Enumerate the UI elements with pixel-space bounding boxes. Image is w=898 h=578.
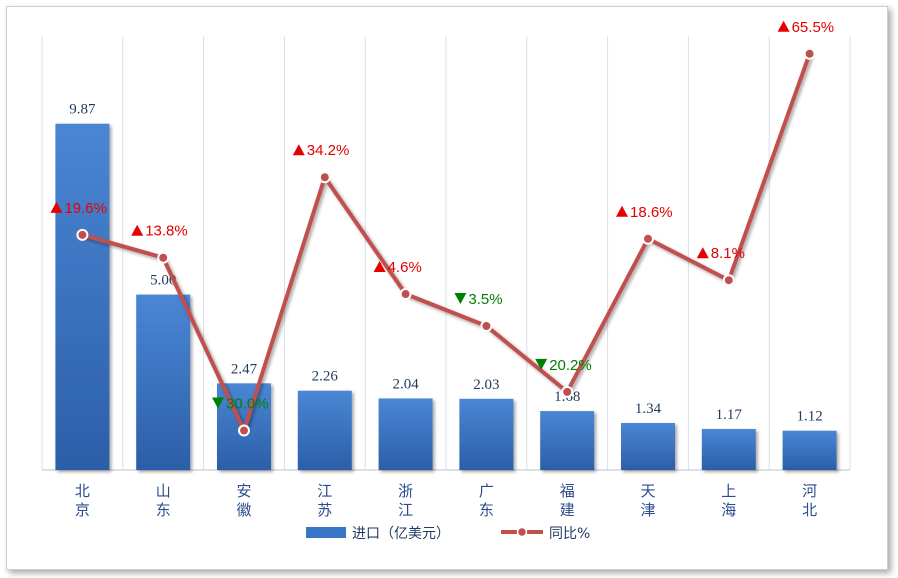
legend-line-label: 同比% [549, 526, 590, 542]
up-arrow-icon [292, 144, 305, 156]
category-label: 北京 [75, 482, 90, 519]
bar-value-label: 2.04 [392, 376, 419, 392]
category-label: 上海 [721, 482, 736, 519]
line-marker [238, 424, 250, 437]
up-arrow-icon [373, 261, 386, 273]
grid-lines [41, 36, 851, 471]
yoy-label: 18.6% [616, 204, 673, 221]
bar-value-label: 2.03 [473, 377, 499, 393]
yoy-value: 65.5% [792, 19, 835, 36]
up-arrow-icon [696, 247, 709, 259]
yoy-value: 30.0% [226, 396, 269, 413]
line-marker [480, 319, 493, 332]
line-value-labels: 19.6% 13.8% 30.0% 34.2% 4.6% 3.5% 20.2% 18.6% 8.… [50, 19, 834, 413]
line-marker [803, 47, 816, 60]
legend: 进口（亿美元） 同比% [306, 526, 590, 542]
line-marker [76, 228, 89, 241]
yoy-value: 18.6% [630, 204, 673, 221]
line-marker [642, 232, 654, 245]
yoy-value: 19.6% [64, 200, 107, 217]
yoy-value: 8.1% [711, 245, 745, 262]
yoy-label: 4.6% [373, 259, 422, 276]
bar [297, 390, 352, 470]
category-label: 河北 [802, 482, 817, 519]
line-marker [722, 274, 735, 287]
up-arrow-icon [131, 224, 144, 236]
bar-value-label: 1.12 [796, 409, 822, 425]
bar [701, 428, 756, 470]
yoy-value: 20.2% [549, 357, 592, 374]
bar-value-labels: 9.875.002.472.262.042.031.681.341.171.12 [69, 102, 822, 425]
yoy-label: 20.2% [535, 357, 592, 374]
yoy-label: 65.5% [777, 19, 835, 36]
chart-frame [6, 6, 888, 570]
legend-bar-label: 进口（亿美元） [352, 526, 450, 542]
yoy-value: 34.2% [307, 142, 350, 159]
bar-value-label: 2.26 [312, 369, 339, 385]
bar-series [55, 123, 837, 470]
bar [55, 123, 110, 470]
category-label: 福建 [560, 482, 575, 519]
legend-line-marker [516, 526, 528, 538]
category-label: 浙江 [398, 482, 413, 519]
down-arrow-icon [535, 358, 548, 370]
line-marker [157, 251, 170, 264]
yoy-value: 4.6% [388, 259, 422, 276]
category-label: 天津 [640, 482, 655, 519]
bar-value-label: 1.17 [716, 407, 743, 423]
line-series [76, 47, 816, 437]
bar [459, 398, 514, 470]
bar [378, 398, 433, 470]
bar [540, 411, 595, 470]
bar [136, 294, 191, 470]
yoy-value: 3.5% [468, 291, 502, 308]
category-labels: 北京 山东 安徽 江苏 浙江 广东 福建 天津 上海 河北 [75, 482, 817, 519]
category-label: 江苏 [317, 482, 332, 519]
yoy-value: 13.8% [145, 223, 188, 240]
category-label: 安徽 [236, 482, 251, 519]
yoy-label: 19.6% [50, 200, 107, 217]
down-arrow-icon [454, 292, 467, 304]
bar-value-label: 9.87 [69, 102, 96, 118]
up-arrow-icon [50, 201, 63, 213]
up-arrow-icon [616, 205, 628, 217]
line-marker [318, 171, 331, 184]
bar-value-label: 5.00 [150, 273, 176, 289]
up-arrow-icon [777, 20, 790, 32]
category-label: 山东 [156, 482, 171, 519]
bar-value-label: 1.34 [635, 401, 662, 417]
bar-value-label: 2.47 [231, 361, 258, 377]
yoy-label: 8.1% [696, 245, 745, 262]
yoy-line [81, 53, 812, 433]
yoy-label: 34.2% [292, 142, 350, 159]
category-label: 广东 [479, 482, 494, 519]
bar [782, 430, 837, 470]
yoy-label: 13.8% [131, 223, 188, 240]
bar [621, 422, 675, 470]
yoy-label: 30.0% [212, 396, 269, 413]
yoy-label: 3.5% [454, 291, 503, 308]
line-marker [399, 288, 412, 301]
line-marker [561, 385, 574, 398]
legend-bar-swatch [306, 527, 346, 538]
down-arrow-icon [212, 397, 224, 409]
